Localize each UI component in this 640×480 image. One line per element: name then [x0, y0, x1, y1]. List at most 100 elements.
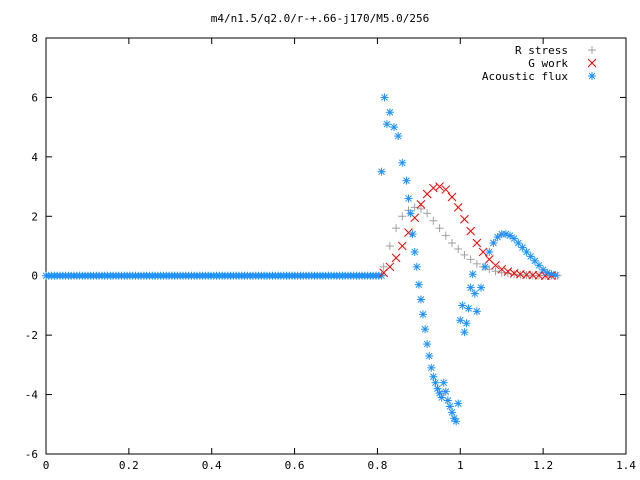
- acoustic-flux-point: [468, 270, 477, 279]
- x-tick-label: 1: [457, 459, 464, 472]
- acoustic-flux-point: [551, 271, 560, 280]
- acoustic-flux-point: [489, 239, 498, 248]
- acoustic-flux-point: [410, 247, 419, 256]
- g-work-point: [478, 247, 488, 257]
- acoustic-flux-point: [402, 176, 411, 185]
- x-tick-label: 0.2: [119, 459, 139, 472]
- acoustic-flux-point: [394, 132, 403, 141]
- g-work-point: [460, 214, 469, 224]
- acoustic-flux-point: [416, 295, 425, 304]
- acoustic-flux-point: [423, 340, 432, 349]
- y-tick-label: 2: [31, 210, 38, 223]
- g-work-point: [447, 192, 457, 202]
- legend-marker: [587, 58, 597, 68]
- r-stress-point: [466, 255, 475, 264]
- axis-ticks: 0 0.2 0.4 0.6 0.8 1 1.2 1.4 -6 -4 -2 0 2 4 6 8: [25, 32, 637, 472]
- x-tick-label: 0: [43, 459, 50, 472]
- acoustic-flux-point: [439, 378, 448, 387]
- acoustic-flux-point: [382, 120, 391, 129]
- acoustic-flux-point: [431, 378, 440, 387]
- y-tick-label: -4: [25, 389, 39, 402]
- acoustic-flux-point: [437, 393, 446, 402]
- legend-label: Acoustic flux: [482, 70, 568, 83]
- acoustic-flux-point: [472, 307, 481, 316]
- x-tick-label: 1.2: [533, 459, 553, 472]
- r-stress-point: [435, 224, 444, 233]
- y-tick-label: 6: [31, 91, 38, 104]
- g-work-point: [391, 253, 401, 263]
- r-stress-point: [454, 244, 463, 253]
- g-work-point: [435, 182, 444, 191]
- acoustic-flux-point: [385, 108, 394, 117]
- g-work-point: [497, 264, 507, 274]
- acoustic-flux-point: [419, 310, 427, 319]
- acoustic-flux-point: [406, 209, 415, 218]
- acoustic-flux-point: [408, 230, 417, 239]
- acoustic-flux-point: [462, 319, 471, 328]
- x-tick-label: 0.8: [367, 459, 387, 472]
- acoustic-flux-point: [429, 372, 438, 381]
- g-work-point: [503, 267, 513, 276]
- acoustic-flux-point: [427, 363, 436, 372]
- r-stress-point: [448, 239, 456, 248]
- acoustic-flux-point: [414, 280, 423, 289]
- legend-marker: [588, 46, 596, 54]
- acoustic-flux-point: [377, 167, 386, 176]
- legend-marker: [588, 72, 596, 80]
- acoustic-flux-point: [477, 283, 485, 292]
- g-work-point: [385, 262, 395, 272]
- g-work-point: [472, 238, 482, 248]
- chart-marks: [42, 93, 562, 426]
- acoustic-flux-point: [481, 262, 490, 271]
- r-stress-point: [460, 250, 469, 259]
- acoustic-flux-point: [466, 283, 475, 292]
- g-work-point: [466, 226, 475, 236]
- r-stress-point: [472, 259, 481, 268]
- acoustic-flux-point: [443, 396, 452, 405]
- x-tick-label: 1.4: [616, 459, 636, 472]
- r-stress-point: [510, 270, 519, 279]
- acoustic-flux-point: [506, 231, 514, 240]
- acoustic-flux-point: [445, 402, 454, 411]
- acoustic-flux-point: [380, 93, 389, 102]
- acoustic-flux-point: [470, 289, 479, 298]
- r-stress-point: [416, 204, 425, 213]
- acoustic-flux-point: [464, 304, 473, 313]
- r-stress-point: [379, 262, 388, 271]
- r-stress-point: [491, 267, 500, 276]
- x-tick-label: 0.4: [202, 459, 222, 472]
- acoustic-flux-point: [493, 233, 502, 242]
- g-work-point: [453, 203, 463, 212]
- r-stress-point: [392, 224, 401, 233]
- acoustic-flux-point: [398, 158, 407, 167]
- acoustic-flux-point: [421, 325, 430, 334]
- r-stress-point: [441, 231, 450, 240]
- acoustic-flux-point: [539, 265, 548, 274]
- legend-label: R stress: [515, 44, 568, 57]
- y-tick-label: -6: [25, 448, 38, 461]
- g-work-point: [397, 241, 407, 251]
- r-stress-point: [497, 268, 506, 277]
- acoustic-flux-point: [448, 408, 456, 417]
- chart-title: m4/n1.5/q2.0/r-+.66-j170/M5.0/256: [211, 12, 430, 25]
- g-work-point: [491, 260, 500, 270]
- legend-label: G work: [528, 57, 568, 70]
- g-work-point: [416, 200, 426, 209]
- acoustic-flux-point: [425, 351, 434, 360]
- acoustic-flux-point: [412, 262, 421, 271]
- y-tick-label: 0: [31, 270, 38, 283]
- acoustic-flux-point: [454, 399, 463, 408]
- acoustic-flux-point: [460, 328, 469, 337]
- r-stress-point: [423, 209, 432, 218]
- acoustic-flux-point: [456, 316, 465, 325]
- acoustic-flux-point: [452, 417, 461, 426]
- r-stress-point: [385, 242, 394, 250]
- plot-frame: [45, 37, 627, 455]
- y-tick-label: -2: [25, 329, 38, 342]
- y-tick-label: 4: [31, 151, 38, 164]
- acoustic-flux-point: [404, 194, 413, 203]
- acoustic-flux-baseline-point: [377, 271, 386, 280]
